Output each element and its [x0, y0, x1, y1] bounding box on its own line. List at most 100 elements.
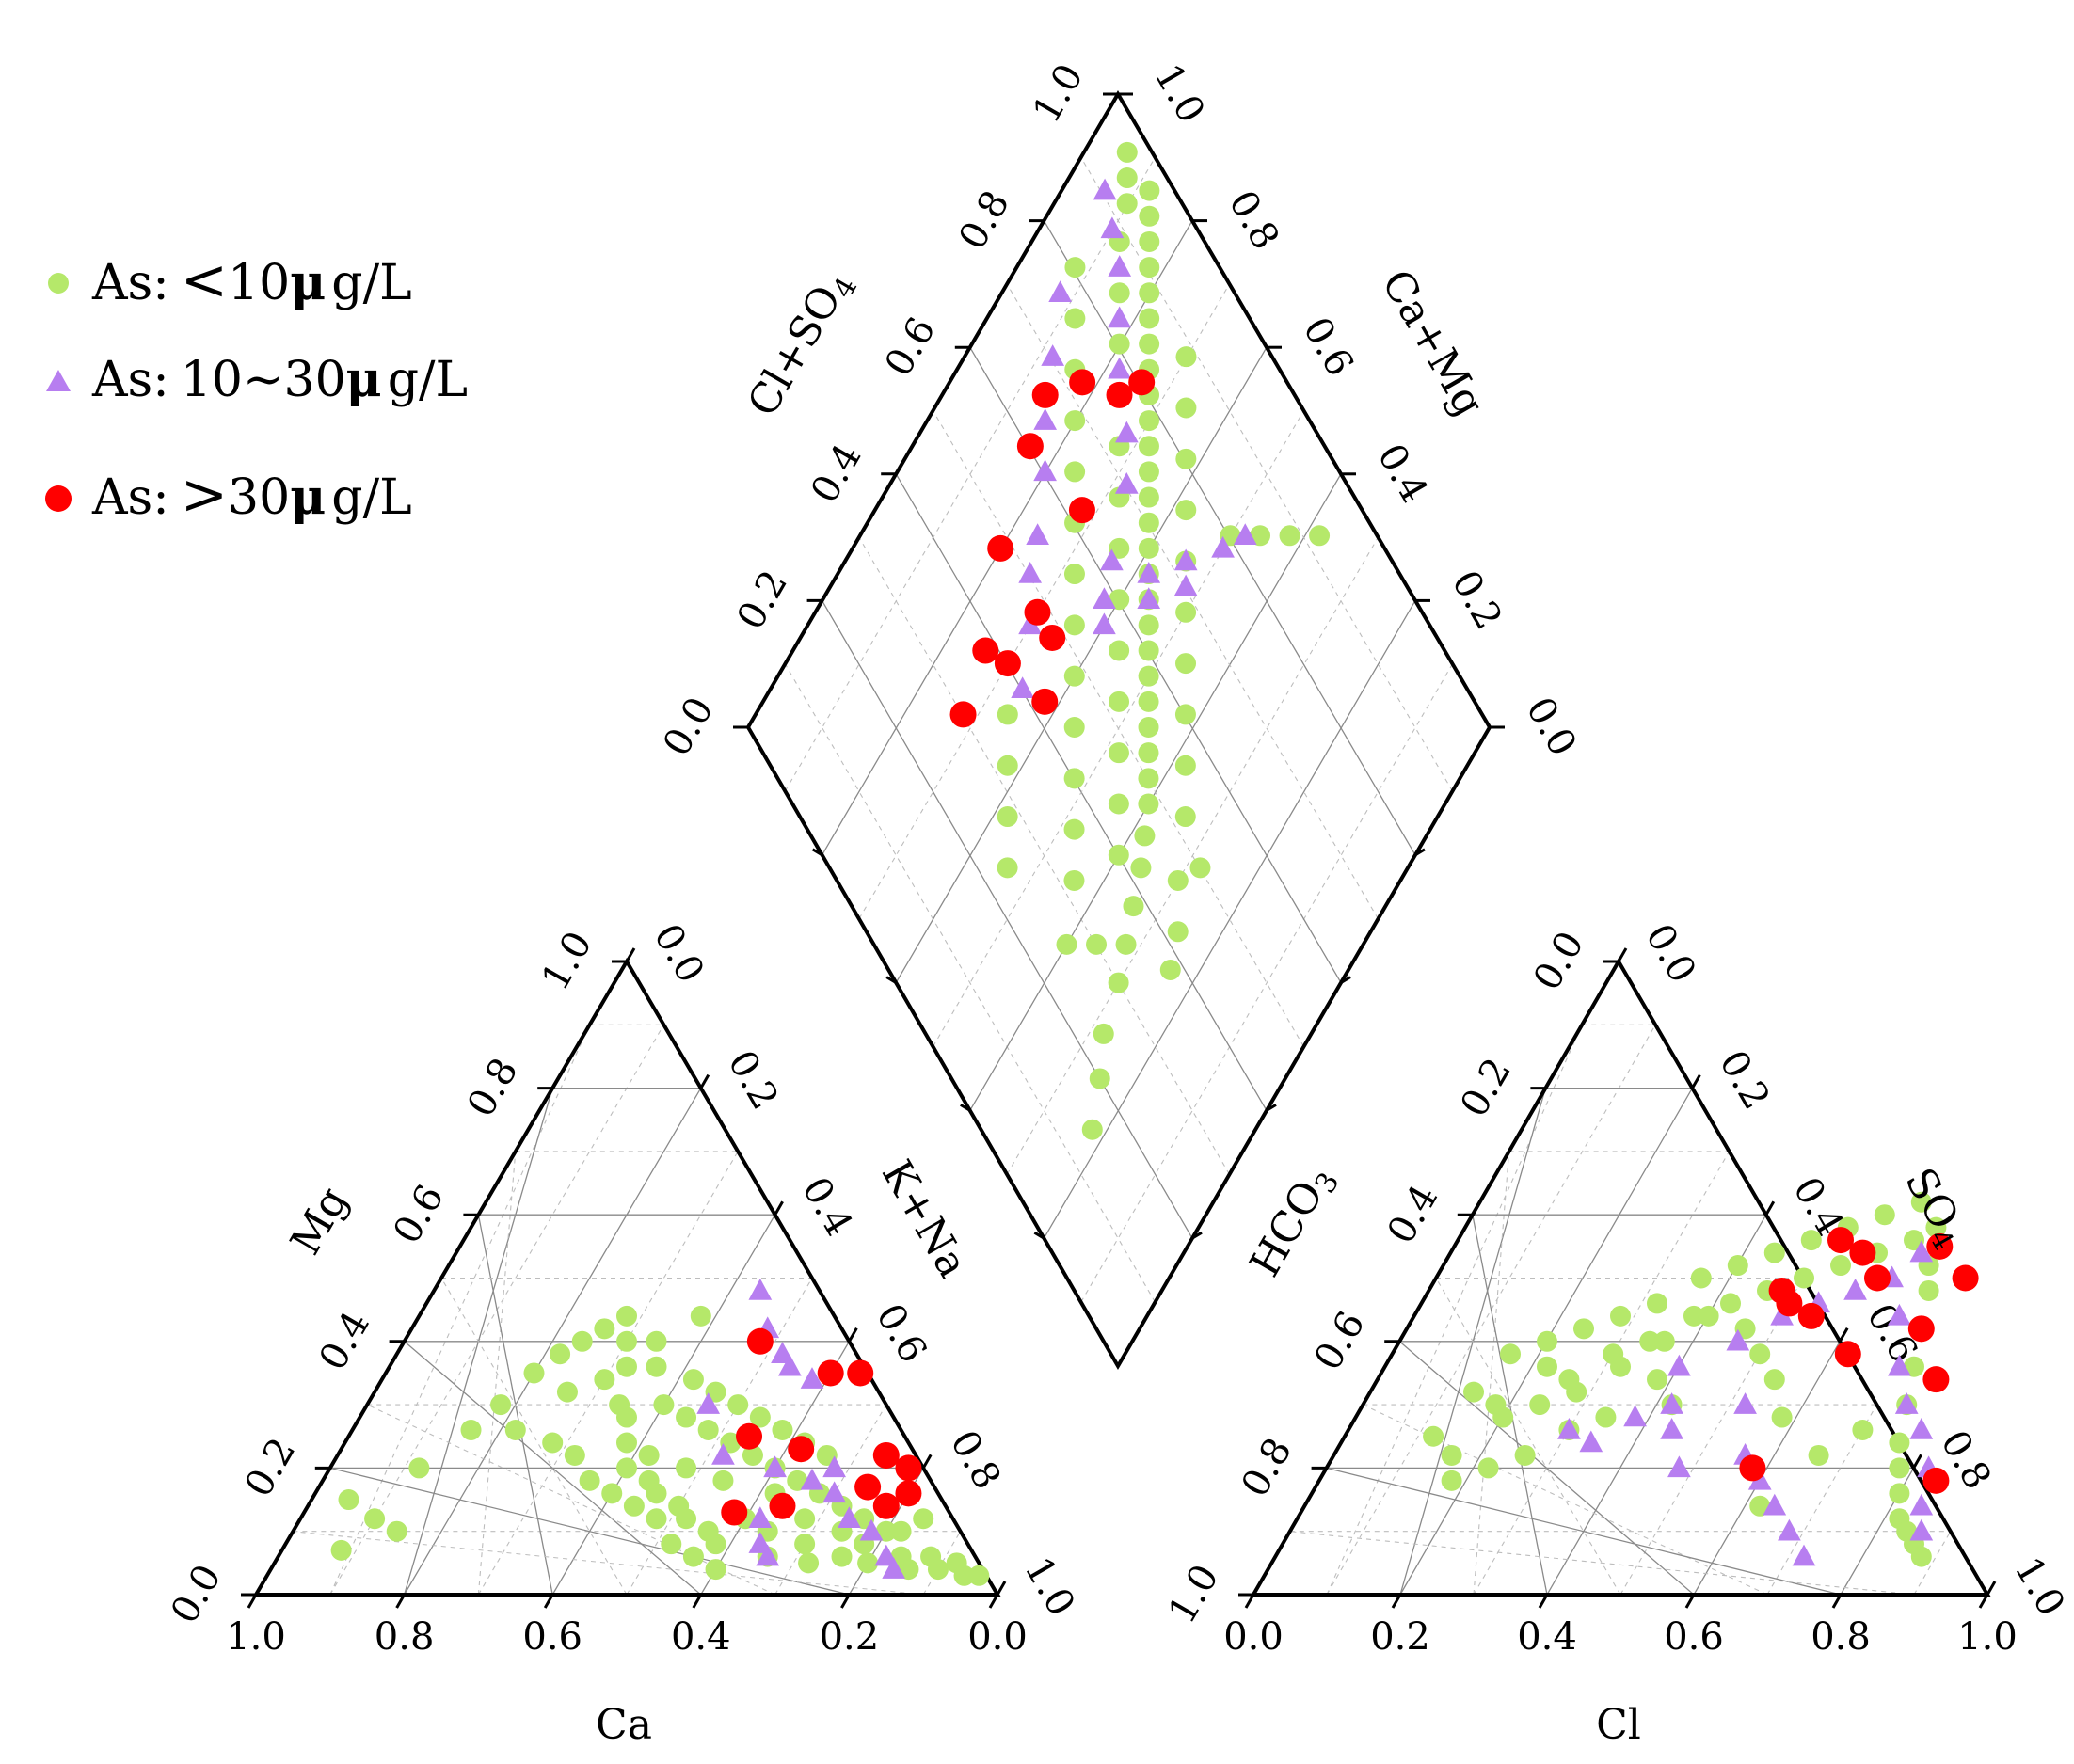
data-point [601, 1483, 623, 1504]
tick-label: 0.8 [375, 1615, 435, 1659]
data-point [594, 1369, 615, 1391]
data-point [1167, 869, 1189, 891]
anion-points [1423, 1191, 1979, 1567]
data-point [927, 1559, 949, 1581]
data-point [763, 1455, 787, 1478]
data-point [1159, 960, 1181, 981]
data-point [1667, 1455, 1691, 1478]
data-point [895, 1454, 922, 1482]
data-point [1922, 1467, 1950, 1494]
tick-label: 0.0 [1525, 924, 1593, 997]
data-point [1888, 1354, 1911, 1376]
grid-line [784, 663, 1156, 1303]
data-point [1089, 1068, 1110, 1089]
data-point [1114, 471, 1139, 494]
legend-entry-high: As: >30μ g/L [45, 462, 412, 528]
tick-label: 0.2 [1711, 1043, 1779, 1117]
tick-label: 0.0 [1223, 1615, 1284, 1659]
data-point [1108, 255, 1132, 277]
data-point [1064, 410, 1086, 432]
data-point [800, 1468, 824, 1490]
tick-mark [921, 1454, 933, 1470]
data-point [1175, 448, 1197, 469]
data-point [1909, 1493, 1934, 1516]
tick-label: 0.6 [385, 1178, 453, 1251]
tick-label: 0.8 [950, 183, 1018, 257]
data-point [460, 1420, 482, 1441]
data-point [1477, 1457, 1499, 1479]
tick-mark [1831, 1594, 1843, 1609]
grid-line [933, 410, 1304, 1047]
grid-line [293, 1531, 924, 1596]
anion-left-axis-title: HCO3 [1241, 1157, 1347, 1287]
tick-label: 0.0 [163, 1557, 231, 1630]
data-point [822, 1455, 846, 1478]
grid-line [774, 1404, 887, 1596]
tick-mark [1391, 1594, 1402, 1609]
data-point [1116, 167, 1138, 189]
tick-label: 0.2 [1443, 564, 1510, 637]
data-point [1683, 1305, 1704, 1327]
tick-mark [1266, 1104, 1277, 1112]
data-point [594, 1318, 615, 1340]
grid-line [1080, 663, 1453, 1303]
data-point [1441, 1470, 1462, 1491]
tick-mark [1538, 1594, 1549, 1609]
data-point [1952, 1264, 1979, 1292]
data-point [1115, 933, 1137, 955]
data-point [1739, 1454, 1766, 1482]
data-point [798, 1552, 820, 1574]
data-point [1138, 691, 1159, 712]
tick-mark [1764, 1200, 1776, 1216]
data-point [1500, 1343, 1521, 1365]
tick-label: 0.8 [1220, 183, 1287, 257]
data-point [1909, 1240, 1934, 1263]
data-point [1174, 755, 1196, 776]
anion-triangle: 0.01.0 1.00.20.8 0.80.40.6 0.60.60.4 0.40.80… [1160, 916, 2073, 1749]
data-point [1138, 614, 1159, 636]
data-point [697, 1420, 719, 1441]
data-point [1139, 180, 1160, 201]
legend-entry-mid: As: 10~30μ g/L [46, 351, 468, 408]
data-point [676, 1457, 697, 1479]
data-point [1138, 640, 1159, 661]
data-point [1016, 433, 1044, 460]
data-point [1106, 381, 1133, 408]
anion-bottom-axis-title: Cl [1596, 1701, 1641, 1749]
data-point [736, 1422, 763, 1450]
data-point [1907, 1315, 1935, 1343]
data-point [408, 1457, 430, 1479]
data-point [949, 701, 977, 728]
data-point [831, 1546, 853, 1567]
data-point [1726, 1328, 1750, 1351]
data-point [1175, 346, 1197, 368]
grid-line [1326, 1467, 1842, 1596]
data-point [1031, 688, 1059, 715]
data-point [1063, 818, 1085, 840]
data-point [854, 1473, 882, 1501]
data-point [987, 534, 1014, 562]
data-point [1116, 193, 1138, 215]
data-point [997, 704, 1018, 725]
data-point [1108, 972, 1129, 993]
grid-line [1289, 1531, 1915, 1596]
data-point [556, 1381, 578, 1403]
data-point [646, 1356, 667, 1377]
data-point [1063, 717, 1085, 738]
data-point [1139, 230, 1160, 252]
data-point [1139, 282, 1160, 304]
data-point [1573, 1318, 1594, 1340]
data-point [997, 857, 1018, 879]
data-point [778, 1354, 802, 1376]
data-point [1211, 535, 1235, 558]
tick-label: 0.4 [793, 1170, 861, 1244]
data-point [1579, 1430, 1603, 1453]
data-point [1137, 587, 1161, 609]
cation-bottom-axis-title: Ca [596, 1701, 652, 1749]
tick-mark [699, 1073, 710, 1089]
grid-line [1326, 1025, 1656, 1596]
data-point [1175, 397, 1197, 419]
data-point [550, 1343, 571, 1365]
data-point [772, 1420, 793, 1441]
